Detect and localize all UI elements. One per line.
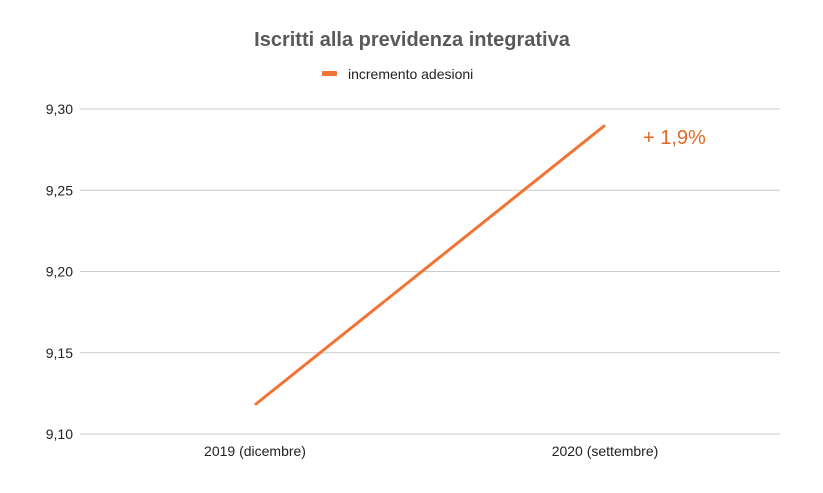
y-tick-label: 9,15	[46, 345, 73, 361]
growth-annotation: + 1,9%	[643, 127, 706, 149]
x-tick-label: 2019 (dicembre)	[204, 443, 306, 459]
chart-title: Iscritti alla previdenza integrativa	[254, 29, 571, 51]
y-tick-label: 9,25	[46, 182, 73, 198]
legend: incremento adesioni	[322, 66, 473, 82]
y-tick-label: 9,20	[46, 264, 73, 280]
x-axis-ticks: 2019 (dicembre) 2020 (settembre)	[204, 443, 658, 459]
y-axis-ticks: 9,10 9,15 9,20 9,25 9,30	[46, 101, 73, 442]
y-tick-label: 9,10	[46, 426, 73, 442]
series	[254, 124, 606, 406]
grid	[80, 108, 780, 435]
legend-label: incremento adesioni	[348, 66, 473, 82]
y-tick-label: 9,30	[46, 101, 73, 117]
x-tick-label: 2020 (settembre)	[552, 443, 659, 459]
legend-swatch	[322, 71, 337, 76]
series-line	[254, 124, 606, 406]
